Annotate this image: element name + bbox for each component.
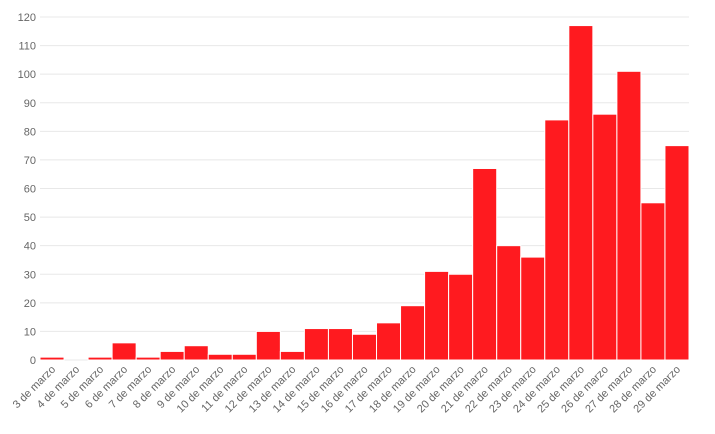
y-tick-label: 110 <box>18 41 36 53</box>
bar <box>664 145 690 361</box>
y-tick-label: 0 <box>30 355 36 367</box>
bar <box>568 25 594 361</box>
y-tick-label: 30 <box>24 269 36 281</box>
bar <box>376 322 402 361</box>
bar <box>183 345 209 361</box>
y-tick-label: 10 <box>24 326 36 338</box>
bar <box>472 167 498 361</box>
bar <box>279 350 305 361</box>
y-tick-label: 80 <box>24 126 36 138</box>
y-tick-label: 100 <box>18 69 36 81</box>
bar <box>159 350 185 361</box>
bar <box>520 256 546 361</box>
bar <box>496 245 522 361</box>
bar <box>39 356 65 361</box>
bar <box>424 270 450 361</box>
bar <box>400 305 426 361</box>
bar <box>616 70 642 361</box>
bar <box>592 113 618 361</box>
y-tick-label: 70 <box>24 155 36 167</box>
bar <box>448 273 474 361</box>
bar <box>135 356 161 361</box>
y-tick-label: 120 <box>18 12 36 24</box>
bar <box>231 353 257 361</box>
bar <box>640 202 666 361</box>
bar <box>111 342 137 361</box>
bar <box>303 328 329 361</box>
y-tick-label: 20 <box>24 298 36 310</box>
bar <box>207 353 233 361</box>
y-tick-label: 40 <box>24 241 36 253</box>
bar <box>327 328 353 361</box>
bar <box>351 333 378 361</box>
bar <box>544 119 570 361</box>
y-tick-label: 60 <box>24 184 36 196</box>
y-tick-label: 50 <box>24 212 36 224</box>
bar <box>255 330 281 361</box>
bar <box>87 356 113 361</box>
y-tick-label: 90 <box>24 98 36 110</box>
